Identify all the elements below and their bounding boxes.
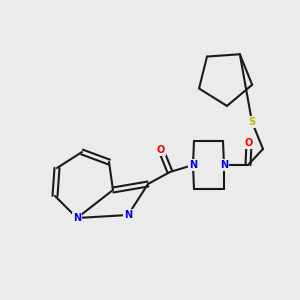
Text: O: O xyxy=(157,145,165,155)
Text: N: N xyxy=(73,213,81,223)
Text: O: O xyxy=(245,138,253,148)
Text: S: S xyxy=(248,117,256,127)
Text: N: N xyxy=(124,210,132,220)
Text: N: N xyxy=(189,160,197,170)
Text: N: N xyxy=(220,160,228,170)
